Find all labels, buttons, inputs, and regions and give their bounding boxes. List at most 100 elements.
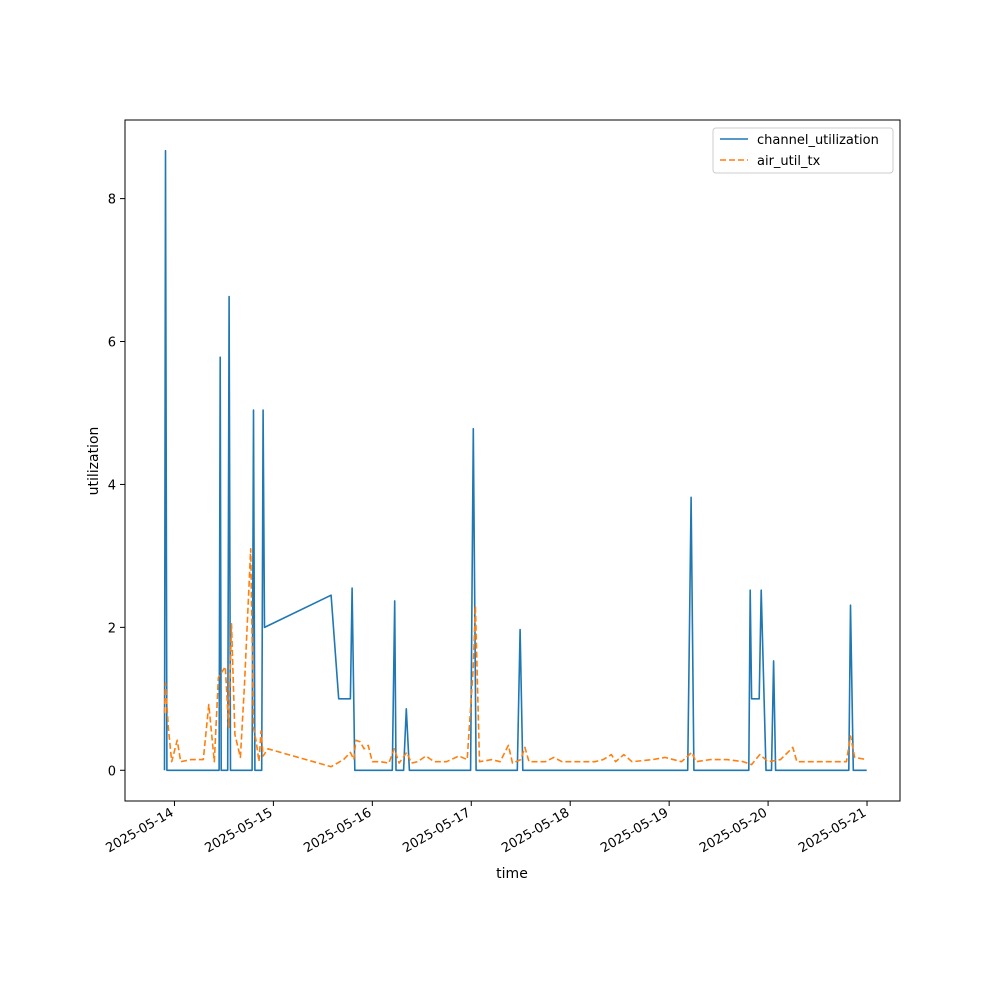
data-point-channel-utilization	[391, 769, 393, 771]
data-point-channel-utilization	[519, 628, 521, 630]
data-point-channel-utilization	[760, 589, 762, 591]
data-point-channel-utilization	[354, 769, 356, 771]
data-point-air-util-tx	[393, 748, 395, 750]
data-point-air-util-tx	[255, 741, 257, 743]
data-point-air-util-tx	[472, 666, 474, 668]
data-point-air-util-tx	[614, 761, 616, 763]
data-point-air-util-tx	[252, 726, 254, 728]
data-point-air-util-tx	[359, 741, 361, 743]
data-point-air-util-tx	[845, 761, 847, 763]
data-point-air-util-tx	[260, 730, 262, 732]
data-point-air-util-tx	[742, 761, 744, 763]
data-point-channel-utilization	[405, 708, 407, 710]
data-point-air-util-tx	[750, 763, 752, 765]
data-point-air-util-tx	[228, 726, 230, 728]
data-point-air-util-tx	[445, 761, 447, 763]
data-point-air-util-tx	[709, 758, 711, 760]
data-point-channel-utilization	[228, 295, 230, 297]
data-point-air-util-tx	[190, 758, 192, 760]
data-point-air-util-tx	[866, 758, 868, 760]
data-point-air-util-tx	[180, 761, 182, 763]
y-tick-label: 0	[108, 764, 116, 779]
data-point-air-util-tx	[417, 761, 419, 763]
data-point-air-util-tx	[349, 751, 351, 753]
data-point-channel-utilization	[749, 589, 751, 591]
data-point-channel-utilization	[774, 769, 776, 771]
series-group	[163, 149, 868, 772]
data-point-channel-utilization	[748, 769, 750, 771]
data-point-air-util-tx	[466, 758, 468, 760]
data-point-channel-utilization	[395, 769, 397, 771]
data-point-air-util-tx	[208, 703, 210, 705]
data-point-air-util-tx	[363, 748, 365, 750]
legend: channel_utilization air_util_tx	[712, 127, 894, 174]
data-point-air-util-tx	[491, 758, 493, 760]
data-point-air-util-tx	[759, 753, 761, 755]
data-point-channel-utilization	[164, 150, 166, 152]
data-point-air-util-tx	[164, 682, 166, 684]
data-point-channel-utilization	[402, 769, 404, 771]
data-point-air-util-tx	[796, 761, 798, 763]
data-point-air-util-tx	[623, 753, 625, 755]
data-point-air-util-tx	[267, 748, 269, 750]
data-point-air-util-tx	[243, 683, 245, 685]
y-axis-label: utilization	[86, 427, 102, 496]
data-point-air-util-tx	[833, 761, 835, 763]
data-point-air-util-tx	[202, 758, 204, 760]
data-point-air-util-tx	[388, 762, 390, 764]
data-point-air-util-tx	[561, 761, 563, 763]
data-point-channel-utilization	[349, 698, 351, 700]
data-point-channel-utilization	[227, 769, 229, 771]
legend-box	[712, 127, 894, 174]
legend-label-air-util-tx: air_util_tx	[757, 154, 821, 169]
data-point-channel-utilization	[394, 600, 396, 602]
data-point-channel-utilization	[765, 769, 767, 771]
data-point-channel-utilization	[475, 769, 477, 771]
data-point-air-util-tx	[167, 726, 169, 728]
data-point-channel-utilization	[254, 769, 256, 771]
data-point-air-util-tx	[631, 761, 633, 763]
data-point-air-util-tx	[695, 761, 697, 763]
data-point-air-util-tx	[511, 762, 513, 764]
data-point-air-util-tx	[234, 733, 236, 735]
data-point-channel-utilization	[229, 769, 231, 771]
data-point-channel-utilization	[261, 769, 263, 771]
data-point-air-util-tx	[433, 761, 435, 763]
y-tick-label: 6	[108, 336, 116, 351]
data-point-channel-utilization	[849, 604, 851, 606]
data-point-air-util-tx	[854, 756, 856, 758]
data-point-air-util-tx	[691, 751, 693, 753]
data-point-channel-utilization	[516, 769, 518, 771]
data-point-air-util-tx	[478, 761, 480, 763]
data-point-air-util-tx	[367, 744, 369, 746]
data-point-channel-utilization	[252, 409, 254, 411]
data-point-channel-utilization	[408, 769, 410, 771]
data-point-air-util-tx	[355, 739, 357, 741]
data-point-air-util-tx	[342, 758, 344, 760]
data-point-channel-utilization	[469, 769, 471, 771]
data-point-air-util-tx	[262, 755, 264, 757]
data-point-air-util-tx	[379, 761, 381, 763]
data-point-channel-utilization	[687, 769, 689, 771]
axes-frame	[124, 119, 901, 802]
data-point-air-util-tx	[499, 761, 501, 763]
data-point-channel-utilization	[351, 587, 353, 589]
data-point-air-util-tx	[610, 753, 612, 755]
y-tick-label: 8	[108, 193, 116, 208]
data-point-air-util-tx	[816, 761, 818, 763]
data-point-air-util-tx	[425, 755, 427, 757]
series-line-air-util-tx	[163, 547, 867, 768]
x-axis-label: time	[496, 866, 528, 882]
data-point-channel-utilization	[750, 698, 752, 700]
data-point-channel-utilization	[338, 698, 340, 700]
data-point-channel-utilization	[690, 496, 692, 498]
data-point-air-util-tx	[507, 744, 509, 746]
data-point-channel-utilization	[693, 769, 695, 771]
data-point-air-util-tx	[520, 758, 522, 760]
data-point-channel-utilization	[522, 769, 524, 771]
data-point-channel-utilization	[262, 409, 264, 411]
data-point-air-util-tx	[726, 758, 728, 760]
data-point-air-util-tx	[176, 739, 178, 741]
data-point-air-util-tx	[239, 756, 241, 758]
data-point-air-util-tx	[680, 761, 682, 763]
